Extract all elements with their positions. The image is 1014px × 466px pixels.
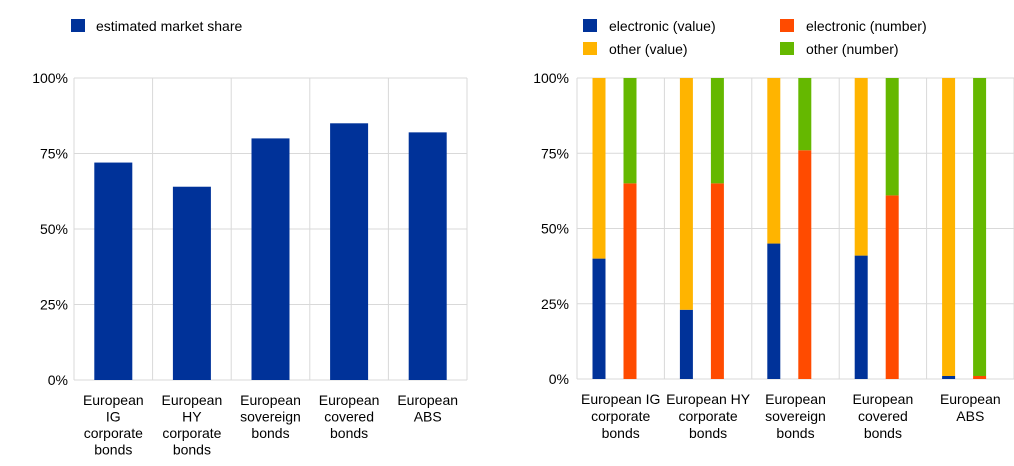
x-tick-label: corporate [84,425,143,441]
x-tick-label: European [765,391,826,407]
x-tick-label: IG [106,409,121,425]
bar-segment [854,255,868,379]
legend-label: other (number) [806,41,899,57]
x-tick-label: sovereign [765,408,826,424]
x-tick-label: European HY [666,391,751,407]
x-tick-label: sovereign [240,409,301,425]
x-tick-label: bonds [173,442,211,458]
legend-label: other (value) [609,41,688,57]
x-tick-label: bonds [94,442,132,458]
bar-segment [942,78,956,376]
bar-segment [679,309,693,379]
x-tick-label: corporate [591,408,650,424]
bar-segment [767,243,781,379]
bar-segment [973,78,987,376]
bar-segment [592,258,606,379]
bar-segment [798,150,812,379]
legend-label: electronic (number) [806,18,927,34]
bar-segment [623,183,637,379]
legend-swatch [780,19,794,32]
x-tick-label: European [83,392,144,408]
legend-label: electronic (value) [609,18,716,34]
legend-label: estimated market share [96,18,242,34]
y-tick-label: 0% [549,371,569,387]
x-tick-label: ABS [956,408,984,424]
x-tick-label: covered [324,409,374,425]
bar [94,162,133,380]
y-tick-label: 25% [40,297,68,313]
legend-swatch [583,42,597,55]
x-tick-label: bonds [602,425,640,441]
bar-segment [767,78,781,244]
legend-swatch [780,42,794,55]
bar-segment [592,78,606,259]
x-tick-label: corporate [162,425,221,441]
y-tick-label: 0% [48,372,68,388]
bar [330,123,369,381]
x-tick-label: HY [182,409,202,425]
bar [408,132,447,380]
y-tick-label: 75% [541,145,569,161]
x-tick-label: ABS [414,409,442,425]
legend-swatch [71,19,85,32]
bar-segment [710,78,724,184]
y-tick-label: 50% [541,221,569,237]
bar-segment [854,78,868,256]
x-tick-label: bonds [251,425,289,441]
y-tick-label: 100% [32,70,68,86]
x-tick-label: bonds [864,425,902,441]
x-tick-label: European [940,391,1001,407]
x-tick-label: covered [858,408,908,424]
x-tick-label: European IG [581,391,660,407]
bar-segment [885,195,899,379]
bar [251,138,290,380]
x-tick-label: European [240,392,301,408]
x-tick-label: corporate [679,408,738,424]
x-tick-label: European [162,392,223,408]
x-tick-label: bonds [689,425,727,441]
y-tick-label: 100% [533,70,569,86]
y-tick-label: 50% [40,221,68,237]
bar-segment [885,78,899,196]
legend-swatch [583,19,597,32]
bar-segment [973,375,987,379]
y-tick-label: 75% [40,146,68,162]
x-tick-label: European [397,392,458,408]
x-tick-label: bonds [330,425,368,441]
bar-segment [679,78,693,310]
x-tick-label: European [319,392,380,408]
x-tick-label: European [853,391,914,407]
bar-segment [798,78,812,151]
bar-segment [623,78,637,184]
x-tick-label: bonds [776,425,814,441]
bar [172,186,211,380]
y-tick-label: 25% [541,296,569,312]
bar-segment [710,183,724,379]
bar-segment [942,375,956,379]
